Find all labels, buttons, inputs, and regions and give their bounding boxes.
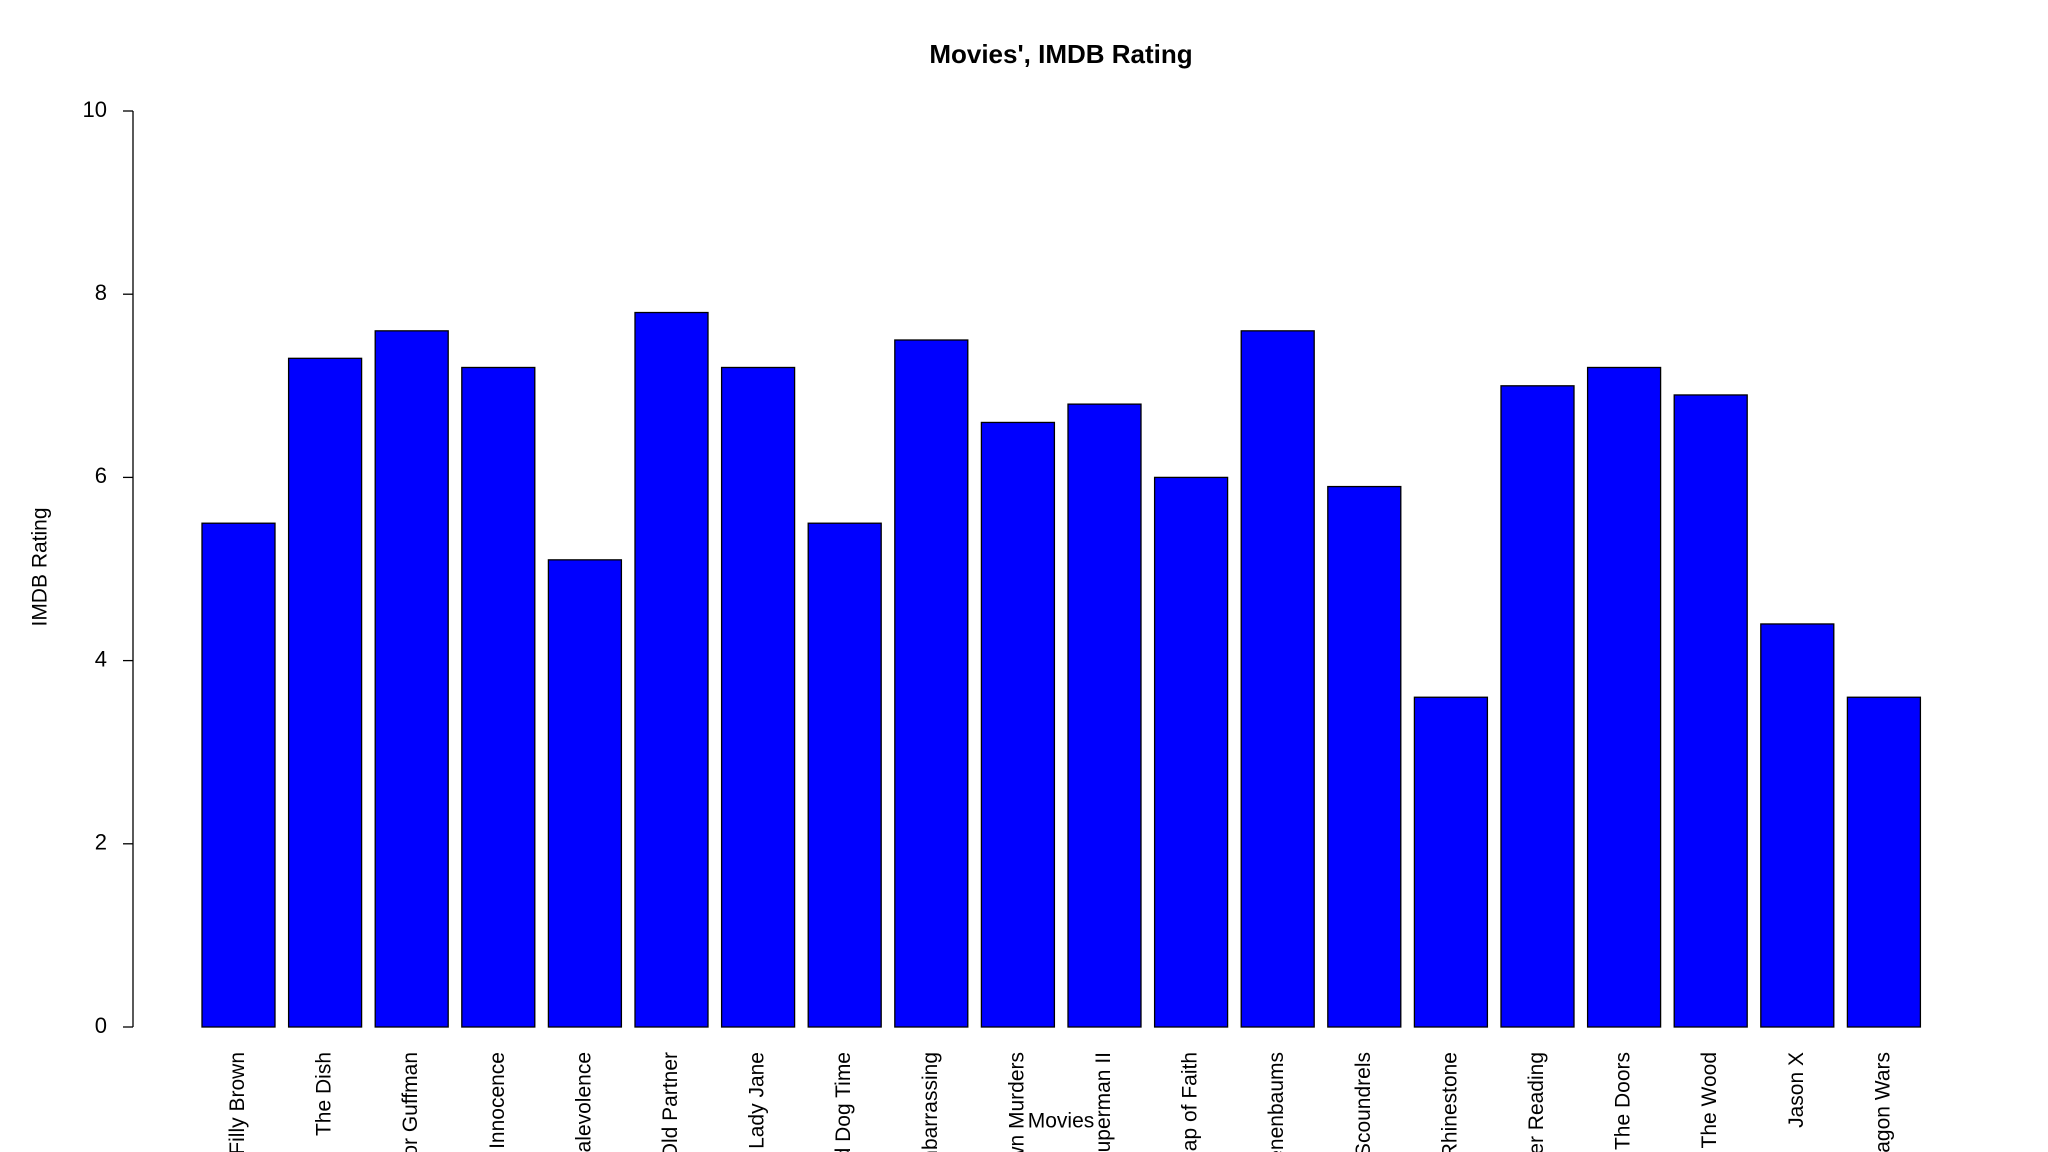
bar [894, 339, 969, 1028]
bar [980, 421, 1056, 1028]
y-tick-label: 6 [95, 463, 107, 488]
x-tick-label: wn Murders [1005, 1052, 1028, 1152]
bar [201, 522, 276, 1028]
y-tick-label: 2 [95, 830, 107, 855]
bar [1586, 366, 1662, 1028]
bar [634, 311, 709, 1028]
x-tick-label: enenbaums [1265, 1052, 1288, 1152]
x-tick-label: ragon Wars [1871, 1052, 1894, 1152]
bar [1500, 385, 1575, 1028]
chart-title: Movies', IMDB Rating [929, 39, 1192, 69]
x-tick-label: Rhinestone [1438, 1052, 1461, 1152]
bar [1673, 394, 1748, 1028]
bar [287, 357, 363, 1028]
bar [1067, 403, 1142, 1028]
y-tick-label: 10 [83, 97, 107, 122]
x-axis-label: Movies [1028, 1110, 1095, 1133]
x-tick-label: eap of Faith [1179, 1052, 1202, 1152]
x-tick-label: f Innocence [486, 1052, 509, 1152]
y-axis-label: IMDB Rating [29, 507, 52, 626]
bar [807, 522, 882, 1028]
bar [1413, 696, 1489, 1028]
y-tick-label: 0 [95, 1013, 107, 1038]
bar [374, 330, 449, 1028]
y-tick-label: 4 [95, 646, 107, 671]
bar [547, 559, 623, 1028]
x-tick-label: Jason X [1785, 1052, 1808, 1128]
x-tick-label: nbarrassing [919, 1052, 942, 1152]
x-tick-label: The Doors [1612, 1052, 1635, 1150]
x-tick-label: Scoundrels [1352, 1052, 1375, 1152]
bar [1846, 696, 1922, 1028]
x-tick-label: d Dog Time [832, 1052, 855, 1152]
bar [720, 366, 796, 1028]
bar [1240, 330, 1315, 1028]
x-tick-label: er Reading [1525, 1052, 1548, 1152]
bar [461, 366, 536, 1028]
bar [1760, 623, 1835, 1028]
x-tick-label: alevolence [572, 1052, 595, 1152]
x-tick-label: Old Partner [659, 1052, 682, 1152]
x-tick-label: for Guffman [399, 1052, 422, 1152]
x-tick-label: Lady Jane [746, 1052, 769, 1149]
x-tick-label: The Dish [313, 1052, 336, 1136]
bar [1327, 485, 1402, 1028]
y-tick-label: 8 [95, 280, 107, 305]
bar [1153, 476, 1229, 1028]
x-tick-label: Superman II [1092, 1052, 1115, 1152]
x-tick-label: Filly Brown [226, 1052, 249, 1152]
x-tick-label: The Wood [1698, 1052, 1721, 1149]
